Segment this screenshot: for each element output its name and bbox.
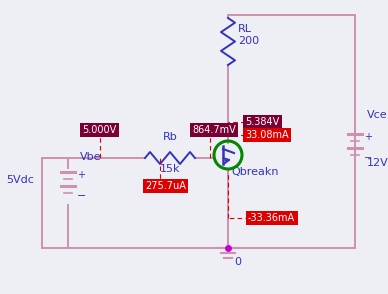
Text: −: − — [364, 153, 372, 163]
Text: 5.384V: 5.384V — [245, 117, 279, 127]
Text: −: − — [77, 191, 87, 201]
Text: 15k: 15k — [160, 164, 180, 174]
Text: Q2: Q2 — [244, 127, 260, 137]
Text: -33.36mA: -33.36mA — [248, 213, 295, 223]
Text: 5.000V: 5.000V — [82, 125, 116, 135]
Text: 275.7uA: 275.7uA — [145, 181, 186, 191]
Text: Vbe: Vbe — [80, 152, 102, 162]
Text: +: + — [364, 132, 372, 142]
Text: Qbreakn: Qbreakn — [231, 167, 279, 177]
Text: Vce: Vce — [367, 110, 388, 120]
Text: 33.08mA: 33.08mA — [245, 130, 289, 140]
Text: Rb: Rb — [163, 132, 177, 142]
Text: 0: 0 — [234, 257, 241, 267]
Text: 12Vdc: 12Vdc — [367, 158, 388, 168]
Text: +: + — [77, 170, 85, 180]
Text: 200: 200 — [238, 36, 259, 46]
Text: RL: RL — [238, 24, 252, 34]
Text: 864.7mV: 864.7mV — [192, 125, 236, 135]
Text: 5Vdc: 5Vdc — [6, 175, 34, 185]
